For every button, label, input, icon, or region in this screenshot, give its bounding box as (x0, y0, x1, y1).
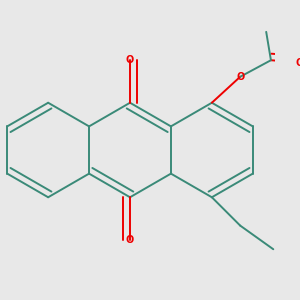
Text: O: O (236, 72, 244, 82)
Text: O: O (295, 58, 300, 68)
Text: O: O (126, 55, 134, 65)
Text: O: O (126, 235, 134, 245)
